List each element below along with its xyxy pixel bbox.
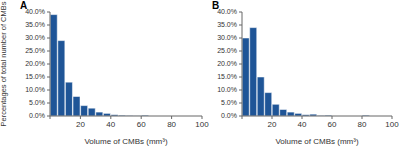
html-text:A: A — [20, 0, 28, 11]
svg-text:30.0%: 30.0% — [217, 34, 237, 41]
svg-text:60: 60 — [137, 120, 146, 129]
svg-text:Volume of CMBs (mm³): Volume of CMBs (mm³) — [84, 137, 167, 146]
svg-text:20.0%: 20.0% — [217, 60, 237, 67]
svg-text:10.0%: 10.0% — [25, 86, 45, 93]
svg-text:40.0%: 40.0% — [25, 8, 45, 15]
svg-text:5.0%: 5.0% — [29, 99, 45, 106]
svg-text:15.0%: 15.0% — [217, 73, 237, 80]
svg-text:80: 80 — [358, 120, 367, 129]
html-text:B: B — [212, 0, 220, 11]
svg-text:35.0%: 35.0% — [217, 21, 237, 28]
svg-text:40.0%: 40.0% — [217, 8, 237, 15]
svg-text:30.0%: 30.0% — [25, 34, 45, 41]
svg-text:15.0%: 15.0% — [25, 73, 45, 80]
svg-text:25.0%: 25.0% — [25, 47, 45, 54]
svg-text:40: 40 — [106, 120, 115, 129]
svg-text:60: 60 — [328, 120, 337, 129]
svg-text:40: 40 — [298, 120, 307, 129]
svg-text:80: 80 — [167, 120, 176, 129]
svg-text:0.0%: 0.0% — [29, 112, 45, 119]
svg-text:35.0%: 35.0% — [25, 21, 45, 28]
html-text:Percentages of total number of: Percentages of total number of CMBs — [0, 1, 8, 127]
svg-text:20: 20 — [76, 120, 85, 129]
svg-text:5.0%: 5.0% — [221, 99, 237, 106]
svg-text:Volume of CMBs (mm³): Volume of CMBs (mm³) — [275, 137, 358, 146]
svg-text:20: 20 — [268, 120, 277, 129]
svg-text:10.0%: 10.0% — [217, 86, 237, 93]
svg-text:0.0%: 0.0% — [221, 112, 237, 119]
svg-text:25.0%: 25.0% — [217, 47, 237, 54]
svg-text:100: 100 — [195, 120, 209, 129]
svg-text:100: 100 — [385, 120, 399, 129]
svg-text:20.0%: 20.0% — [25, 60, 45, 67]
